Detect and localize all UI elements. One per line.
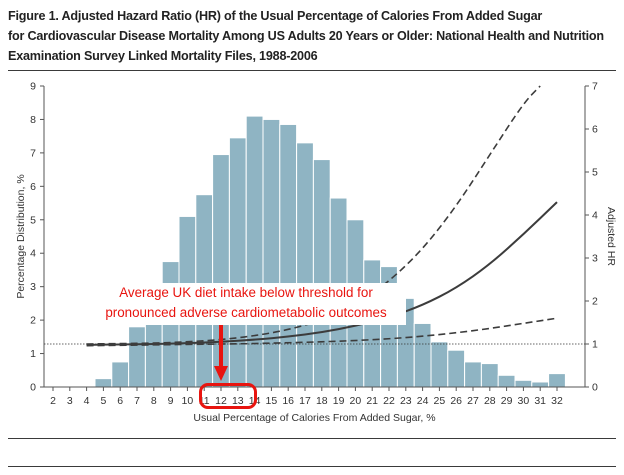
x-tick-label: 23 — [400, 395, 412, 407]
y-axis-label: Percentage Distribution, % — [15, 174, 27, 298]
x-tick-label: 10 — [182, 395, 194, 407]
annotation-line-2: pronounced adverse cardiometabolic outco… — [105, 305, 387, 320]
y-tick-label: 3 — [30, 281, 36, 293]
x-tick-label: 17 — [299, 395, 311, 407]
x-tick-label: 2 — [50, 395, 56, 407]
y-tick-label: 6 — [30, 181, 36, 193]
figure-label: Figure 1. — [8, 9, 59, 23]
x-tick-label: 27 — [467, 395, 479, 407]
annotation-arrow-head — [214, 366, 228, 381]
x-tick-label: 8 — [151, 395, 157, 407]
bar — [228, 137, 247, 388]
y-tick-label: 1 — [30, 348, 36, 360]
y2-tick-label: 3 — [592, 253, 598, 265]
y-tick-label: 9 — [30, 81, 36, 93]
bottom-rule — [8, 438, 616, 439]
figure-title: Figure 1. Adjusted Hazard Ratio (HR) of … — [8, 6, 616, 66]
bar — [548, 373, 566, 388]
bar — [413, 322, 432, 388]
bar — [111, 361, 130, 388]
x-tick-label: 12 — [215, 395, 227, 407]
y-tick-label: 2 — [30, 315, 36, 327]
bar — [430, 341, 449, 388]
x-tick-label: 25 — [434, 395, 446, 407]
x-tick-label: 9 — [168, 395, 174, 407]
y2-tick-label: 2 — [592, 296, 598, 308]
top-rule — [8, 70, 616, 71]
bar — [245, 115, 264, 388]
x-tick-label: 3 — [67, 395, 73, 407]
x-tick-label: 32 — [551, 395, 563, 407]
x-tick-label: 28 — [484, 395, 496, 407]
x-tick-label: 30 — [518, 395, 530, 407]
bar — [464, 361, 482, 388]
bar — [262, 118, 281, 388]
annotation-line-1: Average UK diet intake below threshold f… — [119, 285, 373, 300]
bar — [447, 349, 466, 388]
y2-tick-label: 7 — [592, 81, 598, 93]
x-tick-label: 24 — [417, 395, 429, 407]
x-tick-label: 29 — [501, 395, 513, 407]
y2-tick-label: 6 — [592, 124, 598, 136]
x-tick-label: 4 — [84, 395, 90, 407]
y-tick-label: 8 — [30, 114, 36, 126]
figure-title-line-3: Examination Survey Linked Mortality File… — [8, 49, 318, 63]
x-tick-label: 15 — [266, 395, 278, 407]
bar — [531, 381, 550, 388]
x-tick-label: 7 — [134, 395, 140, 407]
bar — [128, 326, 146, 388]
y-tick-label: 0 — [30, 382, 36, 394]
x-tick-label: 16 — [282, 395, 294, 407]
hr-line — [86, 201, 558, 346]
highlight-circle — [199, 383, 257, 409]
bar — [312, 159, 331, 388]
x-tick-label: 5 — [100, 395, 106, 407]
y2-tick-label: 1 — [592, 339, 598, 351]
y-tick-label: 5 — [30, 214, 36, 226]
y2-tick-label: 0 — [592, 382, 598, 394]
y-tick-label: 7 — [30, 147, 36, 159]
x-tick-label: 19 — [333, 395, 345, 407]
bar — [514, 379, 533, 388]
y2-axis-label: Adjusted HR — [605, 207, 617, 266]
annotation-callout: Average UK diet intake below threshold f… — [86, 283, 406, 325]
x-tick-label: 26 — [450, 395, 462, 407]
bar — [279, 123, 298, 388]
y2-tick-label: 5 — [592, 167, 598, 179]
bar — [94, 378, 113, 388]
x-tick-label: 21 — [366, 395, 378, 407]
x-tick-label: 22 — [383, 395, 395, 407]
x-tick-label: 31 — [534, 395, 546, 407]
bar — [480, 363, 499, 388]
x-tick-label: 18 — [316, 395, 328, 407]
figure-title-line-1: Adjusted Hazard Ratio (HR) of the Usual … — [61, 9, 543, 23]
x-axis-label: Usual Percentage of Calories From Added … — [193, 412, 435, 424]
x-tick-label: 13 — [232, 395, 244, 407]
footer-rule — [8, 466, 616, 467]
y2-tick-label: 4 — [592, 210, 598, 222]
bar — [497, 374, 516, 388]
x-tick-label: 20 — [350, 395, 362, 407]
y-tick-label: 4 — [30, 248, 36, 260]
figure-title-line-2: for Cardiovascular Disease Mortality Amo… — [8, 29, 604, 43]
bar — [296, 142, 314, 388]
x-tick-label: 6 — [117, 395, 123, 407]
